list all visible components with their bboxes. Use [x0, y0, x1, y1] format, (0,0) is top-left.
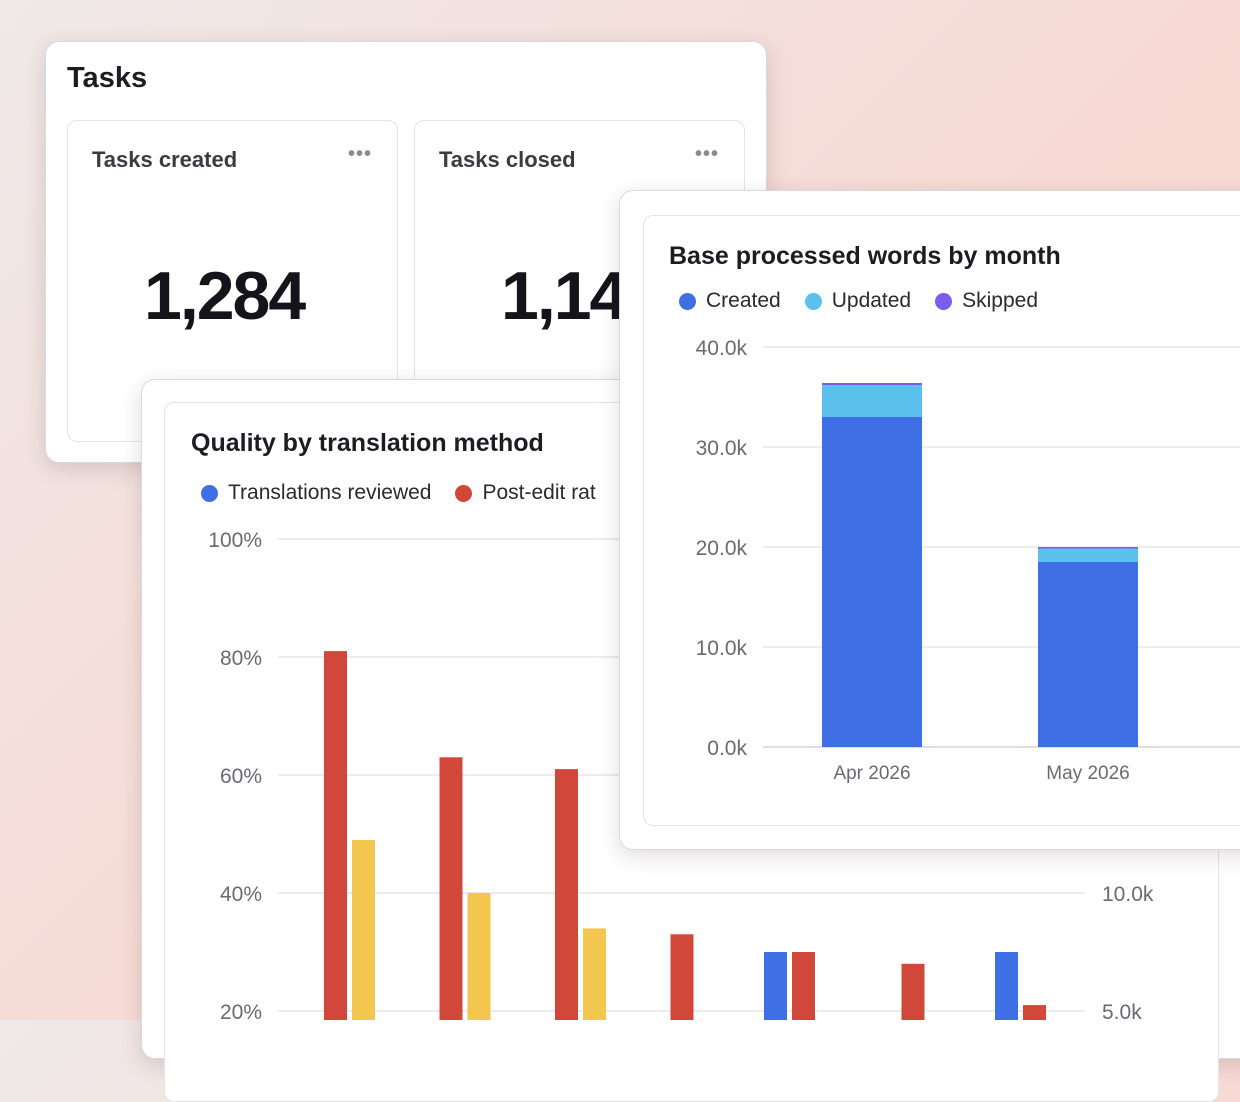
- legend-dot-icon: [679, 292, 696, 310]
- legend-dot-icon: [201, 484, 218, 502]
- legend-item-created[interactable]: Created: [679, 289, 781, 313]
- legend-label: Skipped: [962, 289, 1039, 312]
- legend-dot-icon: [804, 292, 822, 310]
- tasks-created-value: 1,284: [144, 258, 306, 334]
- words-card: Base processed words by month Created Up…: [619, 190, 1240, 850]
- words-widget: Base processed words by month Created Up…: [643, 215, 1240, 826]
- legend-label: Updated: [831, 289, 912, 312]
- words-legend: Created Updated Skipped: [679, 289, 1062, 313]
- legend-label: Translations reviewed: [228, 481, 432, 504]
- words-chart-title: Base processed words by month: [669, 242, 1061, 270]
- legend-label: Created: [706, 289, 781, 312]
- tasks-title: Tasks: [67, 62, 148, 94]
- tasks-closed-label: Tasks closed: [439, 147, 576, 172]
- legend-item-post-edit[interactable]: Post-edit rat: [455, 481, 596, 505]
- more-options-icon[interactable]: •••: [695, 143, 720, 165]
- quality-chart-title: Quality by translation method: [191, 429, 544, 457]
- more-options-icon[interactable]: •••: [348, 143, 373, 165]
- legend-item-skipped[interactable]: Skipped: [935, 289, 1038, 313]
- tasks-created-label: Tasks created: [92, 147, 238, 172]
- legend-dot-icon: [935, 292, 953, 310]
- tasks-closed-value: 1,14: [501, 258, 627, 334]
- legend-item-updated[interactable]: Updated: [804, 289, 912, 313]
- legend-label: Post-edit rat: [482, 481, 596, 504]
- legend-dot-icon: [455, 484, 473, 502]
- legend-item-translations-reviewed[interactable]: Translations reviewed: [201, 481, 431, 505]
- quality-legend: Translations reviewed Post-edit rat: [201, 481, 620, 505]
